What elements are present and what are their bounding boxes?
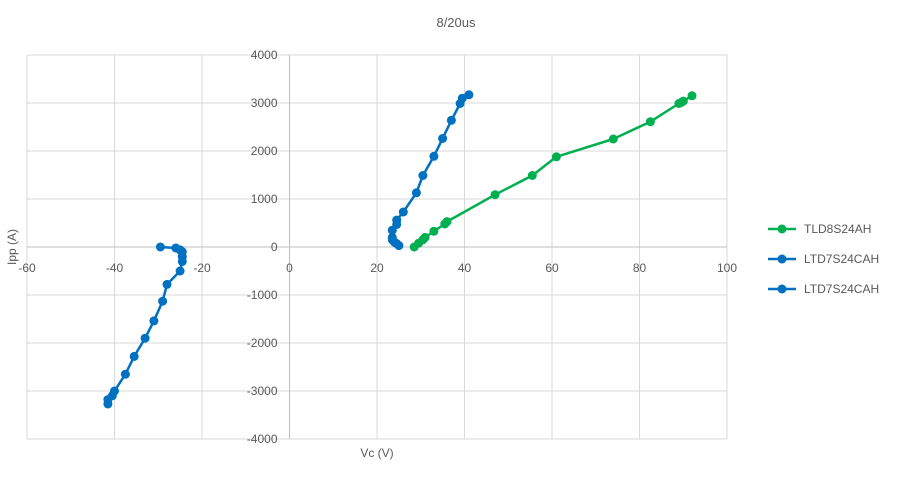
data-point xyxy=(418,171,428,180)
chart-title: 8/20us xyxy=(436,15,476,30)
plot-area xyxy=(103,90,697,409)
data-point xyxy=(608,134,618,144)
x-tick-label: 40 xyxy=(458,261,472,275)
y-tick-label: -3000 xyxy=(247,384,278,398)
data-point xyxy=(442,217,452,227)
legend-item: TLD8S24AH xyxy=(768,222,871,236)
x-tick-label: -60 xyxy=(18,261,36,275)
x-tick-label: 0 xyxy=(286,261,293,275)
y-axis-label: Ipp (A) xyxy=(5,229,19,265)
data-point xyxy=(446,115,456,125)
data-point xyxy=(177,256,187,266)
data-point xyxy=(551,152,561,162)
data-point xyxy=(140,333,150,343)
data-point xyxy=(678,96,688,106)
y-tick-label: 2000 xyxy=(251,144,278,158)
legend-label: LTD7S24CAH xyxy=(804,252,879,266)
x-tick-label: 80 xyxy=(633,261,647,275)
x-tick-label: 20 xyxy=(370,261,384,275)
series-line xyxy=(391,93,470,247)
y-tick-label: 1000 xyxy=(251,192,278,206)
data-point xyxy=(175,266,185,276)
series-1 xyxy=(409,91,697,252)
legend: TLD8S24AH LTD7S24CAH LTD7S24CAH xyxy=(768,222,879,296)
data-point xyxy=(392,215,402,225)
data-point xyxy=(129,351,139,361)
x-tick-label: -20 xyxy=(193,261,211,275)
data-point xyxy=(387,232,397,242)
legend-label: TLD8S24AH xyxy=(804,222,871,236)
y-tick-label: 3000 xyxy=(251,96,278,110)
data-point xyxy=(420,232,430,242)
data-point xyxy=(429,226,439,236)
data-point xyxy=(429,151,439,161)
legend-label: LTD7S24CAH xyxy=(804,282,879,296)
data-point xyxy=(527,171,537,180)
series-3 xyxy=(103,242,187,409)
y-tick-label: 4000 xyxy=(251,48,278,62)
data-point xyxy=(120,369,130,379)
data-point xyxy=(687,91,697,101)
data-point xyxy=(490,190,500,200)
data-point xyxy=(103,399,113,409)
legend-item: LTD7S24CAH xyxy=(768,252,879,266)
data-point xyxy=(411,188,421,198)
y-tick-label: -2000 xyxy=(247,336,278,350)
x-tick-label: 100 xyxy=(717,261,737,275)
data-point xyxy=(438,134,448,143)
x-tick-label: 60 xyxy=(545,261,559,275)
data-point xyxy=(149,316,159,326)
x-tick-label: -40 xyxy=(106,261,124,275)
x-axis-label: Vc (V) xyxy=(360,446,393,460)
data-point xyxy=(162,279,172,289)
data-point xyxy=(158,296,168,306)
series-2 xyxy=(387,90,474,251)
y-tick-label: -1000 xyxy=(247,288,278,302)
legend-marker xyxy=(777,284,787,294)
legend-marker xyxy=(777,224,787,234)
data-point xyxy=(398,207,408,217)
axes: -60 -40 -20 0 20 40 60 80 100 -4000 -3000 -2000 -100… xyxy=(18,48,737,446)
legend-item: LTD7S24CAH xyxy=(768,282,879,296)
legend-marker xyxy=(777,254,787,264)
data-point xyxy=(645,117,655,127)
y-tick-label: 0 xyxy=(271,240,278,254)
data-point xyxy=(155,242,165,252)
data-point xyxy=(464,90,474,100)
y-tick-label: -4000 xyxy=(247,432,278,446)
